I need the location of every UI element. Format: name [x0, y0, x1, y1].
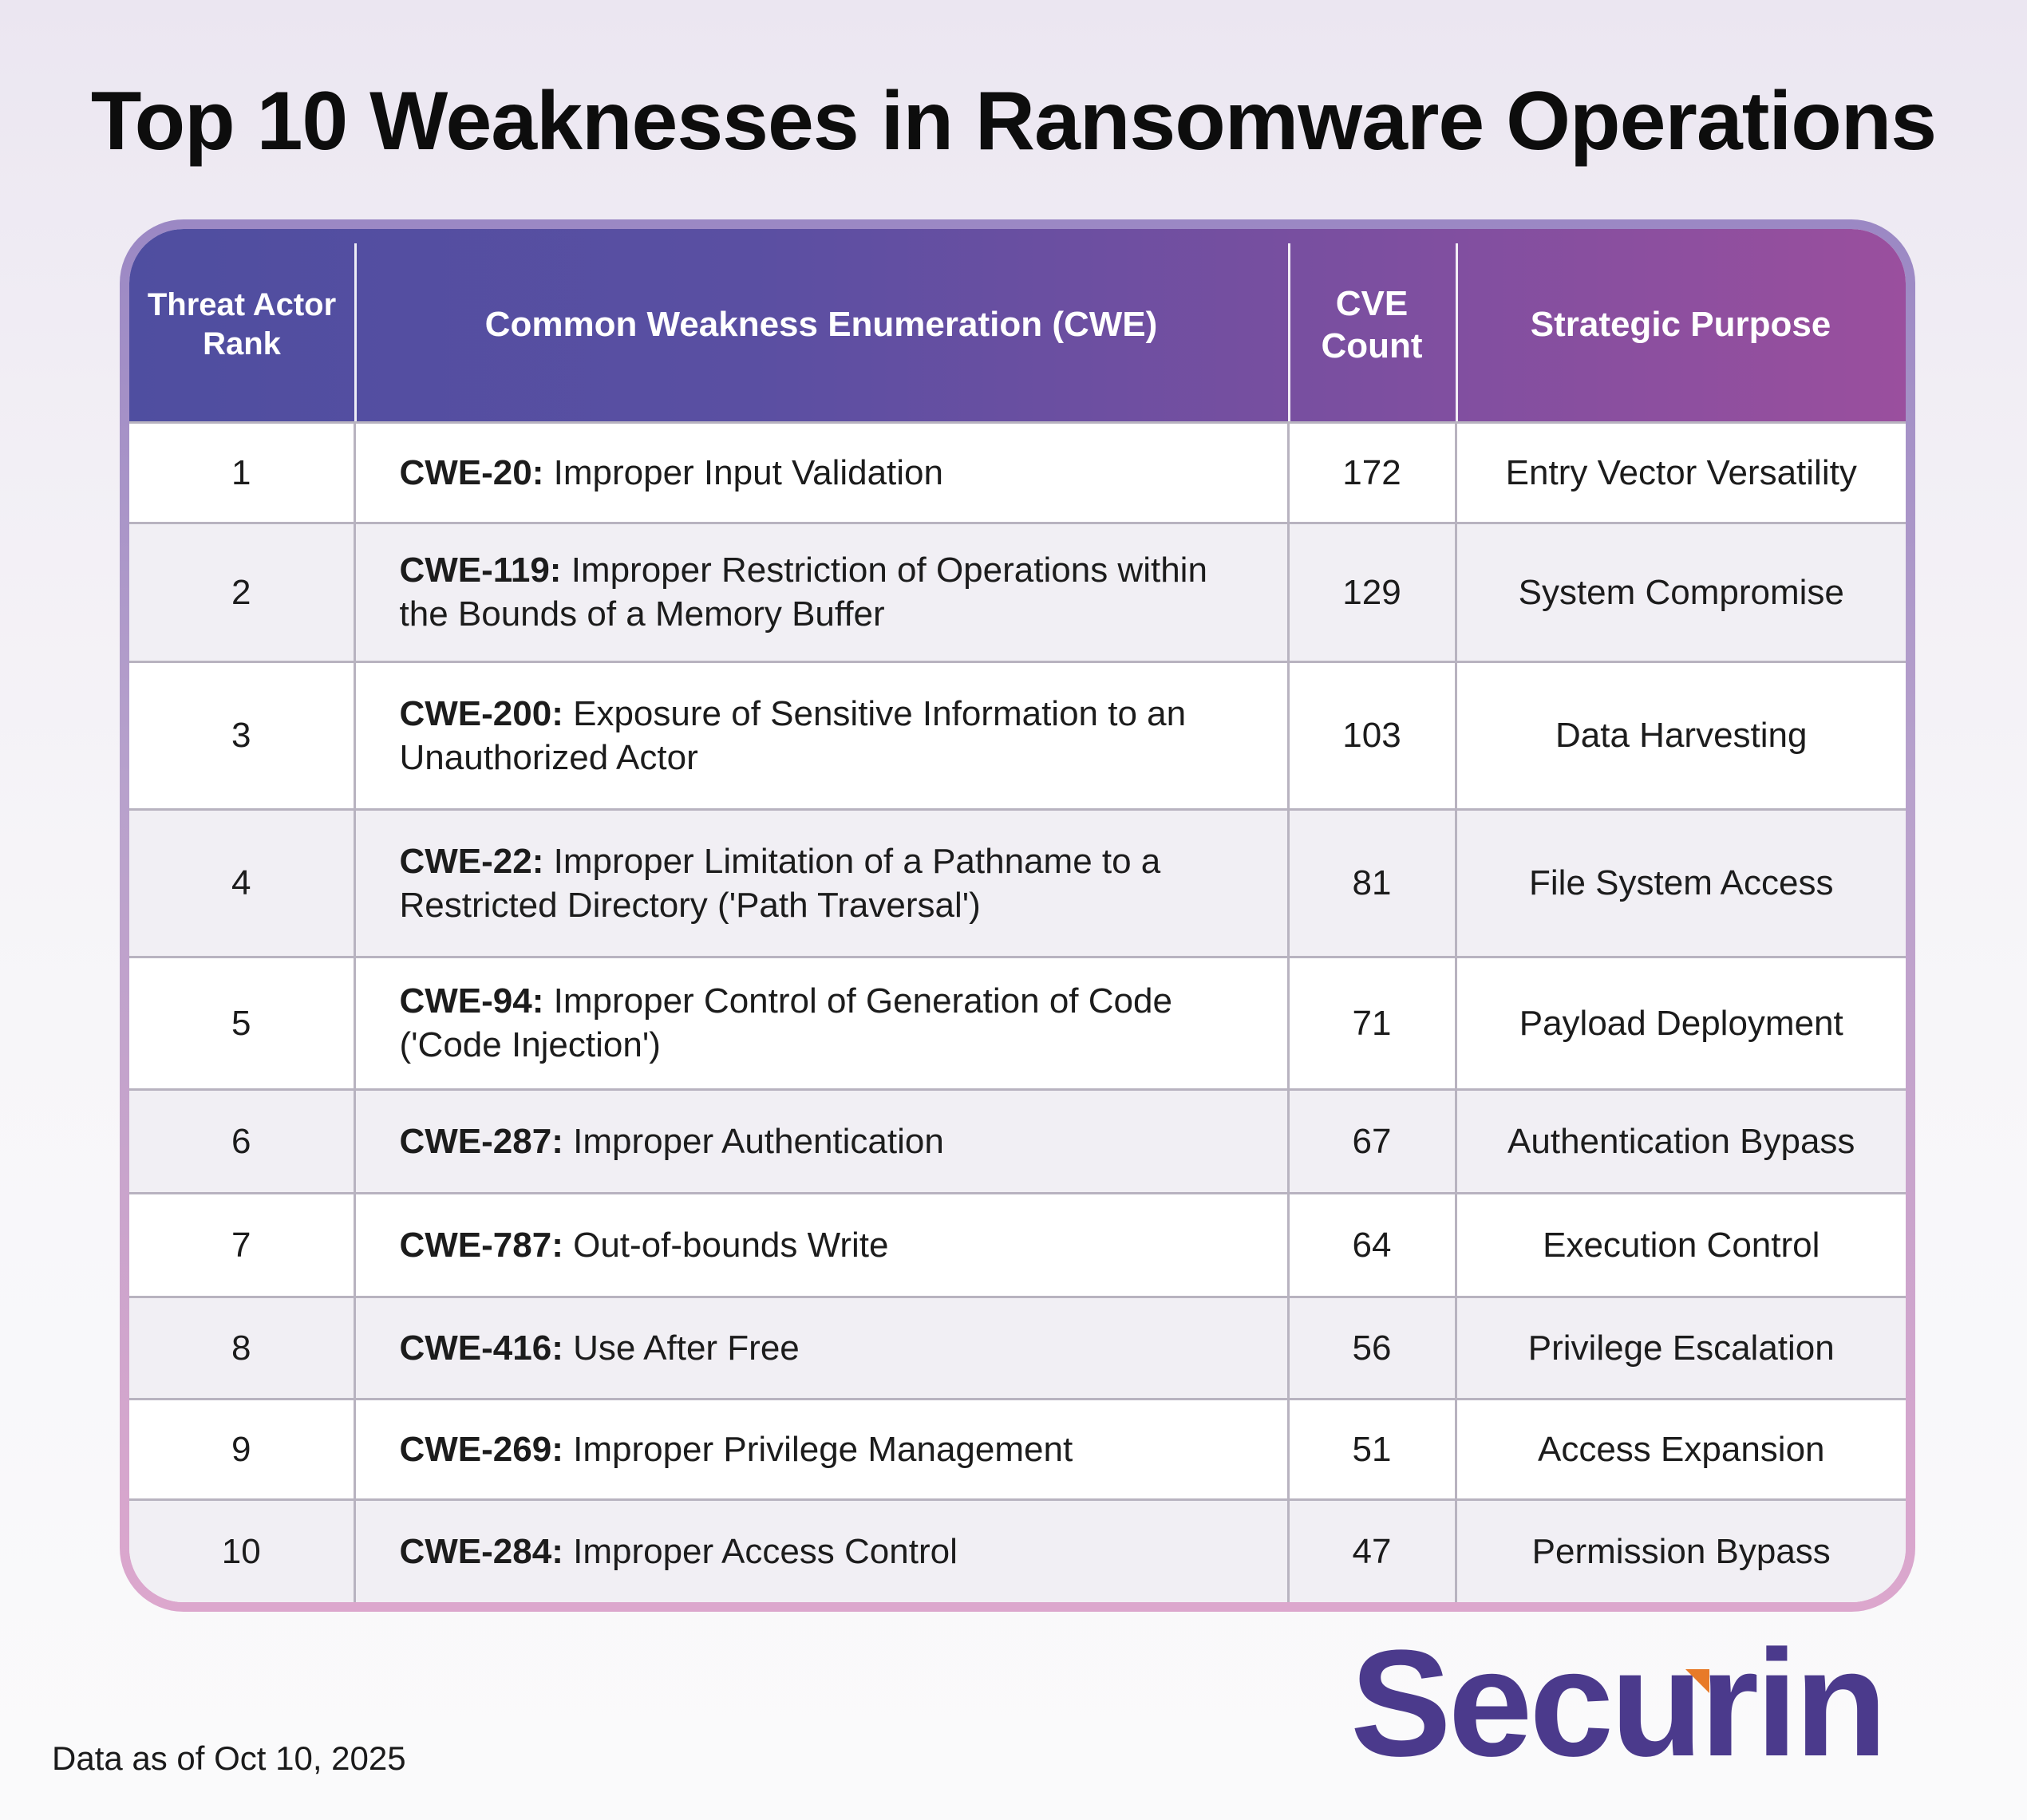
- column-header-purpose: Strategic Purpose: [1456, 229, 1906, 422]
- rank-cell: 5: [129, 955, 354, 1089]
- purpose-cell: Permission Bypass: [1454, 1498, 1906, 1602]
- cwe-cell: CWE-200: Exposure of Sensitive Informati…: [353, 660, 1288, 809]
- table-row: 10 CWE-284: Improper Access Control 47 P…: [129, 1498, 1906, 1602]
- purpose-cell: Authentication Bypass: [1454, 1088, 1906, 1193]
- cve-count-cell: 81: [1286, 807, 1456, 957]
- table-frame: Threat Actor Rank Common Weakness Enumer…: [120, 219, 1915, 1612]
- cve-count-cell: 103: [1286, 660, 1456, 809]
- table-row: 5 CWE-94: Improper Control of Generation…: [129, 955, 1906, 1089]
- page-title: Top 10 Weaknesses in Ransomware Operatio…: [90, 75, 1937, 168]
- securin-logo: Securin: [1350, 1619, 1887, 1788]
- table-container: Threat Actor Rank Common Weakness Enumer…: [129, 229, 1906, 1602]
- rank-cell: 1: [129, 420, 354, 523]
- rank-cell: 10: [129, 1498, 354, 1602]
- cve-count-cell: 67: [1286, 1088, 1456, 1193]
- column-header-count: CVE Count: [1288, 229, 1456, 422]
- purpose-cell: Execution Control: [1454, 1191, 1906, 1297]
- cwe-name: Improper Access Control: [573, 1531, 958, 1571]
- table-row: 6 CWE-287: Improper Authentication 67 Au…: [129, 1088, 1906, 1193]
- purpose-cell: Data Harvesting: [1454, 660, 1906, 809]
- rank-cell: 3: [129, 660, 354, 809]
- cwe-id: CWE-20:: [399, 452, 544, 492]
- cve-count-cell: 64: [1286, 1191, 1456, 1297]
- cwe-cell: CWE-287: Improper Authentication: [353, 1088, 1288, 1193]
- cwe-cell: CWE-787: Out-of-bounds Write: [353, 1191, 1288, 1297]
- cwe-cell: CWE-22: Improper Limitation of a Pathnam…: [353, 807, 1288, 957]
- purpose-cell: Access Expansion: [1454, 1397, 1906, 1499]
- rank-cell: 7: [129, 1191, 354, 1297]
- cve-count-cell: 51: [1286, 1397, 1456, 1499]
- weakness-table: Threat Actor Rank Common Weakness Enumer…: [129, 229, 1906, 1602]
- cwe-id: CWE-287:: [399, 1121, 563, 1161]
- table-row: 1 CWE-20: Improper Input Validation 172 …: [129, 420, 1906, 523]
- data-date-footnote: Data as of Oct 10, 2025: [52, 1739, 406, 1777]
- purpose-cell: File System Access: [1454, 807, 1906, 957]
- cwe-id: CWE-284:: [399, 1531, 563, 1571]
- cwe-cell: CWE-416: Use After Free: [353, 1295, 1288, 1399]
- table-row: 4 CWE-22: Improper Limitation of a Pathn…: [129, 807, 1906, 957]
- cwe-name: Improper Control of Generation of Code (…: [399, 981, 1172, 1064]
- rank-cell: 2: [129, 521, 354, 661]
- table-row: 7 CWE-787: Out-of-bounds Write 64 Execut…: [129, 1191, 1906, 1297]
- cwe-id: CWE-416:: [399, 1328, 563, 1368]
- table-row: 9 CWE-269: Improper Privilege Management…: [129, 1397, 1906, 1499]
- cwe-id: CWE-269:: [399, 1429, 563, 1469]
- cwe-cell: CWE-94: Improper Control of Generation o…: [353, 955, 1288, 1089]
- cwe-name: Use After Free: [573, 1328, 800, 1368]
- purpose-cell: Payload Deployment: [1454, 955, 1906, 1089]
- cwe-id: CWE-119:: [399, 551, 562, 590]
- purpose-cell: Privilege Escalation: [1454, 1295, 1906, 1399]
- cwe-cell: CWE-284: Improper Access Control: [353, 1498, 1288, 1602]
- table-row: 3 CWE-200: Exposure of Sensitive Informa…: [129, 660, 1906, 809]
- cwe-cell: CWE-269: Improper Privilege Management: [353, 1397, 1288, 1499]
- cve-count-cell: 47: [1286, 1498, 1456, 1602]
- cve-count-cell: 172: [1286, 420, 1456, 523]
- cve-count-cell: 56: [1286, 1295, 1456, 1399]
- cwe-id: CWE-200:: [399, 693, 563, 733]
- cve-count-cell: 71: [1286, 955, 1456, 1089]
- rank-cell: 4: [129, 807, 354, 957]
- column-header-cwe: Common Weakness Enumeration (CWE): [354, 229, 1288, 422]
- cwe-cell: CWE-119: Improper Restriction of Operati…: [353, 521, 1288, 661]
- cwe-name: Improper Authentication: [573, 1121, 944, 1161]
- logo-accent-mark: [1685, 1669, 1709, 1693]
- cwe-id: CWE-787:: [399, 1225, 563, 1265]
- cwe-name: Improper Privilege Management: [573, 1429, 1073, 1469]
- table-row: 8 CWE-416: Use After Free 56 Privilege E…: [129, 1295, 1906, 1399]
- cwe-name: Improper Limitation of a Pathname to a R…: [399, 841, 1161, 925]
- purpose-cell: Entry Vector Versatility: [1454, 420, 1906, 523]
- table-header-row: Threat Actor Rank Common Weakness Enumer…: [129, 229, 1906, 422]
- cwe-name: Exposure of Sensitive Information to an …: [399, 693, 1187, 777]
- table-row: 2 CWE-119: Improper Restriction of Opera…: [129, 521, 1906, 661]
- cwe-name: Out-of-bounds Write: [573, 1225, 889, 1265]
- column-header-rank: Threat Actor Rank: [147, 287, 337, 362]
- cwe-id: CWE-94:: [399, 981, 544, 1021]
- cwe-name: Improper Restriction of Operations withi…: [399, 551, 1207, 634]
- rank-cell: 6: [129, 1088, 354, 1193]
- rank-cell: 8: [129, 1295, 354, 1399]
- cve-count-cell: 129: [1286, 521, 1456, 661]
- purpose-cell: System Compromise: [1454, 521, 1906, 661]
- rank-cell: 9: [129, 1397, 354, 1499]
- cwe-id: CWE-22:: [399, 841, 544, 881]
- cwe-cell: CWE-20: Improper Input Validation: [353, 420, 1288, 523]
- cwe-name: Improper Input Validation: [553, 452, 944, 492]
